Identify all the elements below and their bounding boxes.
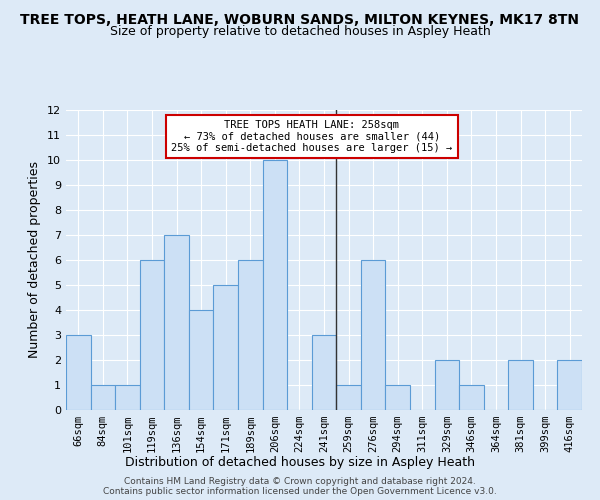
Bar xyxy=(385,385,410,410)
Bar xyxy=(361,260,385,410)
Text: TREE TOPS HEATH LANE: 258sqm
← 73% of detached houses are smaller (44)
25% of se: TREE TOPS HEATH LANE: 258sqm ← 73% of de… xyxy=(171,120,452,153)
Bar xyxy=(263,160,287,410)
Bar xyxy=(66,335,91,410)
Bar xyxy=(434,360,459,410)
Bar xyxy=(336,385,361,410)
Bar xyxy=(189,310,214,410)
Text: Contains public sector information licensed under the Open Government Licence v3: Contains public sector information licen… xyxy=(103,487,497,496)
Y-axis label: Number of detached properties: Number of detached properties xyxy=(28,162,41,358)
Bar xyxy=(164,235,189,410)
Bar xyxy=(214,285,238,410)
Bar xyxy=(557,360,582,410)
Text: Distribution of detached houses by size in Aspley Heath: Distribution of detached houses by size … xyxy=(125,456,475,469)
Bar xyxy=(115,385,140,410)
Bar xyxy=(140,260,164,410)
Bar xyxy=(312,335,336,410)
Text: Size of property relative to detached houses in Aspley Heath: Size of property relative to detached ho… xyxy=(110,25,490,38)
Text: TREE TOPS, HEATH LANE, WOBURN SANDS, MILTON KEYNES, MK17 8TN: TREE TOPS, HEATH LANE, WOBURN SANDS, MIL… xyxy=(20,12,580,26)
Text: Contains HM Land Registry data © Crown copyright and database right 2024.: Contains HM Land Registry data © Crown c… xyxy=(124,477,476,486)
Bar xyxy=(91,385,115,410)
Bar xyxy=(459,385,484,410)
Bar xyxy=(238,260,263,410)
Bar xyxy=(508,360,533,410)
